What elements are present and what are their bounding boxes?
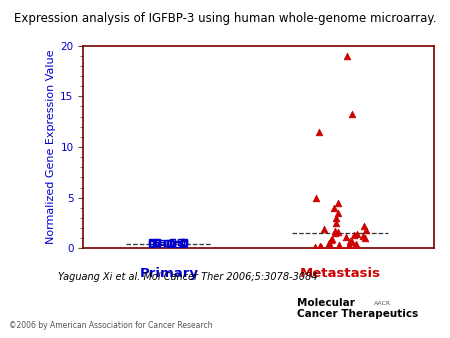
Point — [362, 227, 369, 233]
Point — [343, 235, 350, 240]
Point — [318, 244, 325, 249]
Point — [333, 215, 340, 221]
Point — [153, 240, 160, 245]
Text: AACR: AACR — [374, 301, 391, 306]
Point — [180, 239, 188, 245]
Point — [149, 241, 157, 246]
Point — [330, 205, 337, 211]
Point — [312, 245, 319, 250]
Point — [328, 238, 335, 243]
Point — [331, 228, 338, 234]
Point — [328, 237, 335, 242]
Point — [360, 234, 367, 239]
Point — [169, 240, 176, 245]
Point — [148, 239, 155, 244]
Point — [181, 240, 188, 246]
Point — [350, 233, 357, 238]
Point — [327, 243, 334, 249]
Point — [353, 232, 360, 237]
Point — [157, 242, 164, 247]
Point — [333, 220, 340, 226]
Y-axis label: Normalized Gene Expression Value: Normalized Gene Expression Value — [46, 50, 56, 244]
Point — [174, 242, 181, 247]
Point — [153, 240, 161, 245]
Point — [148, 241, 156, 247]
Point — [360, 223, 368, 229]
Point — [158, 240, 165, 245]
Point — [166, 242, 174, 247]
Point — [350, 245, 357, 251]
Text: Metastasis: Metastasis — [300, 267, 381, 280]
Point — [353, 242, 360, 247]
Point — [348, 240, 356, 245]
Point — [320, 226, 327, 232]
Point — [166, 241, 173, 246]
Point — [167, 241, 174, 247]
Point — [180, 241, 187, 247]
Point — [175, 242, 182, 247]
Point — [343, 53, 351, 58]
Text: ©2006 by American Association for Cancer Research: ©2006 by American Association for Cancer… — [9, 320, 212, 330]
Point — [335, 242, 342, 247]
Point — [313, 195, 320, 200]
Point — [335, 200, 342, 206]
Point — [317, 244, 324, 249]
Text: Expression analysis of IGFBP-3 using human whole-genome microarray.: Expression analysis of IGFBP-3 using hum… — [14, 12, 436, 25]
Text: Molecular
Cancer Therapeutics: Molecular Cancer Therapeutics — [297, 298, 418, 319]
Point — [165, 240, 172, 245]
Point — [335, 210, 342, 216]
Point — [153, 243, 161, 248]
Point — [332, 231, 339, 236]
Point — [347, 239, 354, 244]
Point — [179, 241, 186, 246]
Text: Primary: Primary — [140, 267, 198, 280]
Text: Yaguang Xi et al. Mol Cancer Ther 2006;5:3078-3084: Yaguang Xi et al. Mol Cancer Ther 2006;5… — [58, 272, 318, 282]
Point — [334, 230, 341, 235]
Point — [177, 239, 184, 245]
Point — [361, 236, 368, 241]
Point — [345, 243, 352, 248]
Point — [315, 129, 322, 135]
Point — [348, 111, 356, 116]
Point — [326, 241, 333, 246]
